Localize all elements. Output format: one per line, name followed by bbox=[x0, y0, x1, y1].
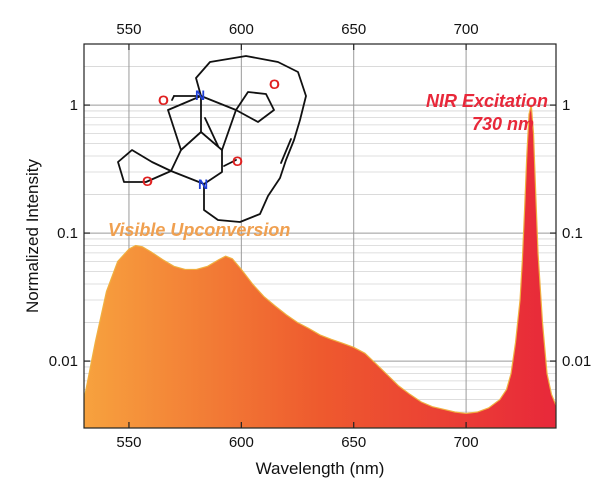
x-tick-label: 700 bbox=[454, 434, 479, 451]
lactam-right bbox=[203, 149, 223, 185]
atom-label-o-furan-right: O bbox=[269, 76, 280, 92]
y-tick-label: 0.1 bbox=[57, 225, 78, 242]
double-bond-core bbox=[204, 117, 219, 147]
x-tick-label: 550 bbox=[116, 434, 141, 451]
x-top-tick-label: 650 bbox=[341, 21, 366, 38]
y-right-tick-label: 1 bbox=[562, 97, 570, 114]
core-top-ring bbox=[180, 131, 223, 151]
atom-label-n-bottom: N bbox=[198, 176, 208, 192]
axis-ticks: 550 550 600 600 650 650 700 700 0.01 0.01 0.1 0.1 1 1 bbox=[49, 21, 591, 451]
x-top-tick-label: 600 bbox=[229, 21, 254, 38]
y-right-tick-label: 0.1 bbox=[562, 225, 583, 242]
furan-left-ring bbox=[117, 149, 172, 183]
annotation-visible-upconversion: Visible Upconversion bbox=[108, 220, 290, 240]
molecule-atom-labels: O N O O N O bbox=[142, 76, 280, 192]
annotation-730-nm: 730 nm bbox=[472, 114, 534, 134]
molecule-structure-inset bbox=[117, 55, 307, 223]
x-top-tick-label: 550 bbox=[116, 21, 141, 38]
furan-right-ring bbox=[235, 91, 275, 123]
x-tick-label: 650 bbox=[341, 434, 366, 451]
macrocycle-chain bbox=[195, 55, 307, 223]
x-axis-title: Wavelength (nm) bbox=[256, 459, 385, 478]
x-top-tick-label: 700 bbox=[454, 21, 479, 38]
y-axis-title: Normalized Intensity bbox=[23, 159, 42, 314]
carbonyl-bond-right bbox=[223, 159, 237, 167]
y-tick-label: 0.01 bbox=[49, 353, 78, 370]
carbonyl-bond-left bbox=[171, 95, 175, 101]
y-right-tick-label: 0.01 bbox=[562, 353, 591, 370]
y-tick-label: 1 bbox=[70, 97, 78, 114]
atom-label-o-top: O bbox=[158, 92, 169, 108]
annotation-nir-excitation: NIR Excitation bbox=[426, 91, 548, 111]
chain-double-bond bbox=[280, 138, 292, 164]
spectrum-area bbox=[84, 104, 556, 428]
atom-label-o-furan-left: O bbox=[142, 173, 153, 189]
plot-frame bbox=[83, 43, 557, 429]
atom-label-n-top: N bbox=[195, 87, 205, 103]
atom-label-o-bottom: O bbox=[232, 153, 243, 169]
x-tick-label: 600 bbox=[229, 434, 254, 451]
